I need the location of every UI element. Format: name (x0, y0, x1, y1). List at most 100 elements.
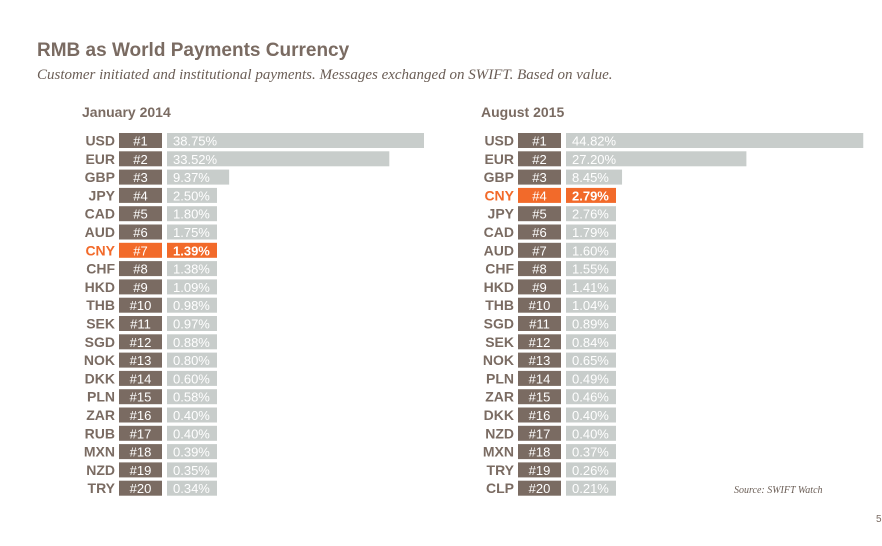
bar-thb (167, 297, 217, 313)
currency-code-jpy: JPY (488, 206, 515, 222)
rank-label-sgd: #11 (529, 317, 550, 332)
rank-label-sek: #11 (130, 317, 151, 332)
currency-code-usd: USD (484, 133, 514, 149)
value-label-cny: 2.79% (572, 188, 609, 203)
currency-code-thb: THB (86, 297, 115, 313)
bar-eur (566, 151, 747, 167)
bar-nzd (167, 462, 217, 478)
value-label-mxn: 0.37% (572, 445, 609, 460)
value-label-nok: 0.65% (572, 353, 609, 368)
rank-label-nok: #13 (130, 353, 152, 368)
value-label-cad: 1.80% (173, 207, 210, 222)
rank-label-nzd: #19 (130, 463, 152, 478)
currency-code-cad: CAD (484, 224, 514, 240)
rank-label-dkk: #14 (130, 371, 152, 386)
rank-box-sek (518, 334, 561, 350)
bar-hkd (167, 279, 217, 295)
currency-code-pln: PLN (486, 370, 514, 386)
bar-mxn (167, 444, 217, 460)
value-label-chf: 1.38% (173, 262, 210, 277)
currency-code-hkd: HKD (85, 279, 115, 295)
currency-code-nok: NOK (483, 352, 514, 368)
currency-code-nok: NOK (84, 352, 115, 368)
value-label-aud: 1.75% (173, 225, 210, 240)
rank-label-jpy: #5 (532, 207, 546, 222)
currency-code-sek: SEK (86, 316, 115, 332)
value-label-usd: 44.82% (572, 134, 617, 149)
value-label-eur: 27.20% (572, 152, 617, 167)
value-label-sgd: 0.88% (173, 335, 210, 350)
value-label-try: 0.26% (572, 463, 609, 478)
bar-aud (566, 242, 616, 258)
bar-nok (566, 352, 616, 368)
value-label-dkk: 0.40% (572, 408, 609, 423)
currency-code-try: TRY (487, 462, 515, 478)
currency-code-cny: CNY (484, 187, 514, 203)
rank-box-rub (119, 425, 162, 441)
bar-zar (566, 389, 616, 405)
bar-jpy (167, 187, 217, 203)
rank-label-sgd: #12 (130, 335, 152, 350)
rank-box-jpy (518, 206, 561, 222)
rank-box-dkk (518, 407, 561, 423)
rank-box-pln (518, 370, 561, 386)
bar-gbp (566, 169, 623, 185)
currency-code-aud: AUD (85, 224, 115, 240)
rank-box-cad (518, 224, 561, 240)
bar-sgd (566, 316, 616, 331)
value-label-nzd: 0.40% (572, 426, 609, 441)
rank-label-cny: #4 (532, 188, 546, 203)
bar-try (566, 462, 616, 478)
rank-label-eur: #2 (133, 152, 147, 167)
value-label-eur: 33.52% (173, 152, 218, 167)
currency-code-mxn: MXN (483, 444, 514, 460)
value-label-jpy: 2.76% (572, 207, 609, 222)
rank-box-nok (518, 352, 561, 368)
bar-pln (566, 370, 616, 386)
value-label-mxn: 0.39% (173, 445, 210, 460)
rank-label-thb: #10 (529, 298, 551, 313)
currency-code-chf: CHF (86, 261, 115, 277)
rank-box-hkd (119, 279, 162, 295)
rank-label-hkd: #9 (532, 280, 546, 295)
value-label-pln: 0.58% (173, 390, 210, 405)
rank-label-mxn: #18 (130, 445, 152, 460)
rank-label-eur: #2 (532, 152, 546, 167)
bar-rub (167, 425, 217, 441)
rank-label-dkk: #16 (529, 408, 551, 423)
currency-code-pln: PLN (87, 389, 115, 405)
currency-code-cad: CAD (85, 206, 115, 222)
bar-clp (566, 480, 616, 496)
rank-box-usd (518, 133, 561, 148)
bar-gbp (167, 169, 230, 185)
value-label-pln: 0.49% (572, 371, 609, 386)
value-label-dkk: 0.60% (173, 371, 210, 386)
bar-dkk (566, 407, 616, 423)
value-label-gbp: 9.37% (173, 170, 210, 185)
value-label-sek: 0.97% (173, 317, 210, 332)
value-label-zar: 0.40% (173, 408, 210, 423)
currency-code-try: TRY (88, 480, 116, 496)
rank-box-sek (119, 316, 162, 331)
rank-label-usd: #1 (133, 134, 147, 149)
rank-box-aud (119, 224, 162, 240)
currency-code-eur: EUR (85, 151, 115, 167)
bar-chf (167, 261, 217, 277)
rank-label-pln: #15 (130, 390, 152, 405)
currency-code-hkd: HKD (484, 279, 514, 295)
rank-label-sek: #12 (529, 335, 551, 350)
currency-code-sgd: SGD (85, 334, 115, 350)
rank-label-gbp: #3 (133, 170, 147, 185)
value-label-clp: 0.21% (572, 481, 609, 496)
rank-box-cny (518, 187, 561, 203)
currency-code-clp: CLP (486, 480, 514, 496)
bar-aud (167, 224, 217, 240)
rank-box-eur (518, 151, 561, 167)
rank-box-chf (119, 261, 162, 277)
bar-hkd (566, 279, 616, 295)
currency-code-zar: ZAR (485, 389, 514, 405)
currency-code-dkk: DKK (484, 407, 514, 423)
bar-dkk (167, 370, 217, 386)
rank-box-hkd (518, 279, 561, 295)
